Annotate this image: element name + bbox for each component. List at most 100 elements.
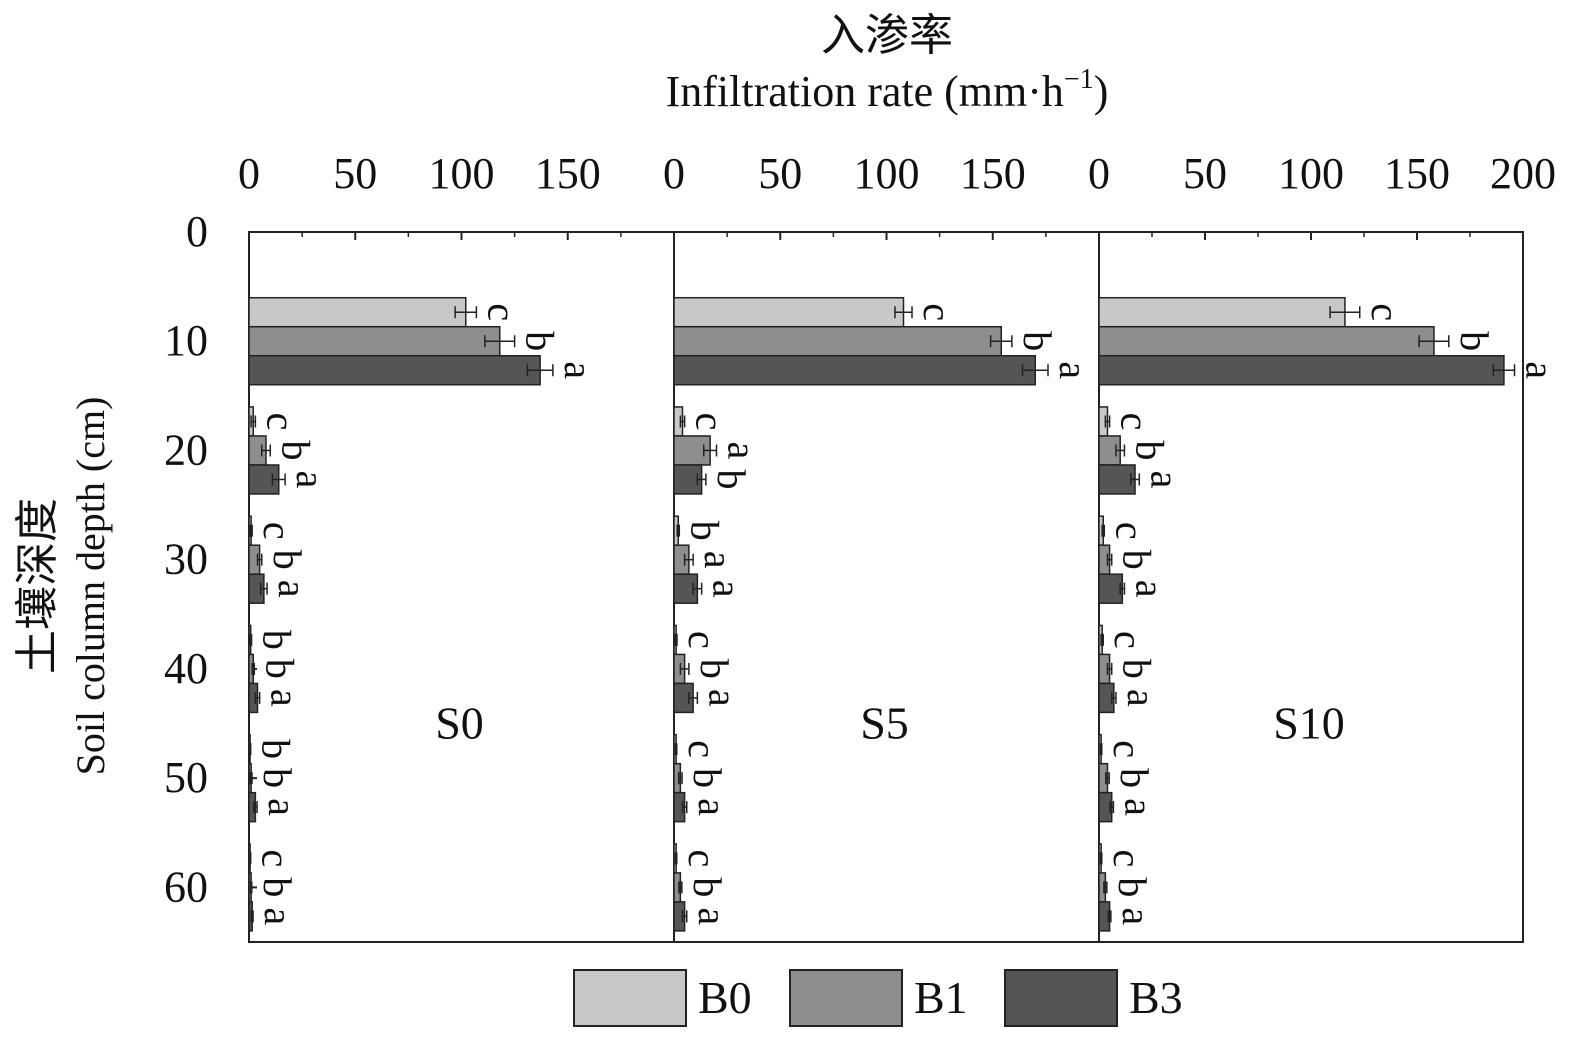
legend-label: B0 xyxy=(698,972,752,1023)
title-en-sup: −1 xyxy=(1064,64,1094,95)
significance-label-group: b xyxy=(1452,331,1497,351)
significance-label: b xyxy=(518,331,563,351)
panel-name: S10 xyxy=(1273,698,1345,749)
significance-label: c xyxy=(1113,413,1158,431)
significance-label-group: c xyxy=(688,413,733,431)
x-tick-label: 150 xyxy=(960,149,1026,198)
x-tick-label: 200 xyxy=(1490,149,1556,198)
depth-tick-label: 30 xyxy=(164,535,208,584)
significance-label-group: c xyxy=(479,303,524,321)
significance-label: a xyxy=(288,471,333,489)
title-cn: 入渗率 xyxy=(821,11,953,60)
x-tick-label: 150 xyxy=(535,149,601,198)
significance-label-group: a xyxy=(1127,580,1172,598)
significance-label: c xyxy=(1363,303,1408,321)
significance-label: a xyxy=(1518,361,1563,379)
significance-label: b xyxy=(1115,659,1160,679)
significance-label: a xyxy=(690,908,735,926)
significance-label: c xyxy=(255,522,300,540)
x-tick-label: 0 xyxy=(663,149,685,198)
significance-label-group: b xyxy=(518,331,563,351)
significance-label: a xyxy=(263,689,308,707)
significance-label-group: b xyxy=(709,469,754,489)
significance-label: b xyxy=(273,440,318,460)
significance-label-group: b xyxy=(254,739,299,759)
panel-name: S5 xyxy=(860,698,909,749)
significance-label-group: c xyxy=(680,850,725,868)
bar-b3 xyxy=(1098,573,1124,604)
significance-label: b xyxy=(255,768,300,788)
significance-label: a xyxy=(1127,580,1172,598)
title-en-main: Infiltration rate (mm·h xyxy=(666,67,1064,116)
legend-swatch-b0 xyxy=(573,969,687,1027)
significance-label: b xyxy=(254,739,299,759)
significance-label-group: b xyxy=(685,768,730,788)
significance-label: c xyxy=(915,303,960,321)
significance-label-group: b xyxy=(1115,659,1160,679)
significance-label: b xyxy=(692,659,737,679)
bar-b3 xyxy=(1098,464,1136,495)
significance-label-group: a xyxy=(1119,689,1164,707)
significance-label-group: b xyxy=(1110,877,1155,897)
x-tick-label: 150 xyxy=(1384,149,1450,198)
significance-label-group: b xyxy=(1112,768,1157,788)
significance-label-group: a xyxy=(1518,361,1563,379)
depth-tick-label: 0 xyxy=(186,207,208,256)
significance-label: b xyxy=(255,630,300,650)
depth-tick-label: 10 xyxy=(164,316,208,365)
legend-swatch-b3 xyxy=(1004,969,1118,1027)
significance-label-group: a xyxy=(270,580,315,598)
significance-label-group: b xyxy=(692,659,737,679)
significance-label: a xyxy=(1114,908,1159,926)
significance-label-group: c xyxy=(915,303,960,321)
depth-tick-label: 50 xyxy=(164,753,208,802)
significance-label: b xyxy=(1112,768,1157,788)
significance-label-group: a xyxy=(1116,798,1161,816)
significance-label-group: a xyxy=(690,908,735,926)
significance-label-group: a xyxy=(700,689,745,707)
bar-b3 xyxy=(248,354,541,386)
significance-label-group: b xyxy=(255,768,300,788)
x-tick-label: 0 xyxy=(238,149,260,198)
significance-label: b xyxy=(1110,877,1155,897)
significance-label: c xyxy=(1106,631,1151,649)
significance-label-group: c xyxy=(680,631,725,649)
significance-label-group: b xyxy=(257,659,302,679)
x-tick-label: 100 xyxy=(854,149,920,198)
significance-label: a xyxy=(260,798,305,816)
significance-label-group: c xyxy=(1105,740,1150,758)
bar-b0 xyxy=(248,296,467,328)
significance-label: b xyxy=(709,469,754,489)
significance-label: a xyxy=(690,798,735,816)
legend-label: B3 xyxy=(1129,972,1183,1023)
x-tick-label: 100 xyxy=(1278,149,1344,198)
panel-name: S0 xyxy=(435,698,484,749)
significance-label-group: b xyxy=(1015,331,1060,351)
bar-b1 xyxy=(673,435,711,466)
significance-label-group: c xyxy=(1105,850,1150,868)
significance-label: c xyxy=(680,850,725,868)
significance-label-group: a xyxy=(288,471,333,489)
significance-label-group: c xyxy=(258,413,303,431)
significance-label: a xyxy=(700,689,745,707)
significance-label-group: a xyxy=(263,689,308,707)
x-tick-label: 0 xyxy=(1088,149,1110,198)
legend: B0 B1 B3 xyxy=(573,969,1183,1027)
bar-b1 xyxy=(673,325,1002,357)
significance-label: b xyxy=(257,659,302,679)
significance-label: c xyxy=(258,413,303,431)
bar-b1 xyxy=(248,325,501,357)
x-tick-label: 100 xyxy=(429,149,495,198)
significance-label: c xyxy=(680,740,725,758)
significance-label: a xyxy=(1116,798,1161,816)
significance-label-group: c xyxy=(1107,522,1152,540)
title-en-close: ) xyxy=(1094,67,1109,116)
x-tick-label: 50 xyxy=(758,149,802,198)
significance-label: c xyxy=(1107,522,1152,540)
significance-label: c xyxy=(1105,740,1150,758)
significance-label: a xyxy=(1119,689,1164,707)
significance-label: c xyxy=(1105,850,1150,868)
bar-b3 xyxy=(673,354,1036,386)
